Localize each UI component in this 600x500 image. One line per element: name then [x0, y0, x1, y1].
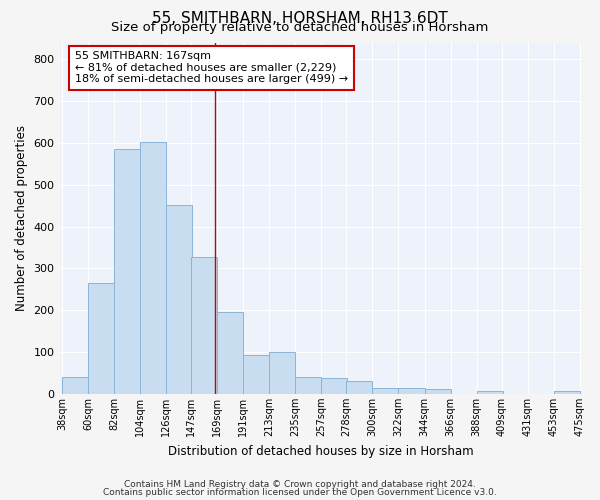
Text: 55 SMITHBARN: 167sqm
← 81% of detached houses are smaller (2,229)
18% of semi-de: 55 SMITHBARN: 167sqm ← 81% of detached h…	[75, 52, 348, 84]
Bar	[425, 389, 451, 394]
Bar	[114, 149, 140, 394]
Bar	[295, 377, 322, 394]
X-axis label: Distribution of detached houses by size in Horsham: Distribution of detached houses by size …	[168, 444, 473, 458]
Bar	[88, 283, 114, 394]
Bar	[554, 390, 580, 394]
Bar	[476, 390, 503, 394]
Bar	[373, 388, 398, 394]
Bar	[322, 378, 347, 394]
Bar	[140, 142, 166, 394]
Bar	[62, 377, 88, 394]
Text: 55, SMITHBARN, HORSHAM, RH13 6DT: 55, SMITHBARN, HORSHAM, RH13 6DT	[152, 11, 448, 26]
Bar	[243, 355, 269, 394]
Bar	[217, 312, 243, 394]
Bar	[269, 352, 295, 394]
Bar	[398, 388, 425, 394]
Bar	[346, 382, 373, 394]
Text: Size of property relative to detached houses in Horsham: Size of property relative to detached ho…	[112, 22, 488, 35]
Bar	[166, 205, 192, 394]
Text: Contains HM Land Registry data © Crown copyright and database right 2024.: Contains HM Land Registry data © Crown c…	[124, 480, 476, 489]
Bar	[191, 256, 217, 394]
Text: Contains public sector information licensed under the Open Government Licence v3: Contains public sector information licen…	[103, 488, 497, 497]
Y-axis label: Number of detached properties: Number of detached properties	[15, 125, 28, 311]
